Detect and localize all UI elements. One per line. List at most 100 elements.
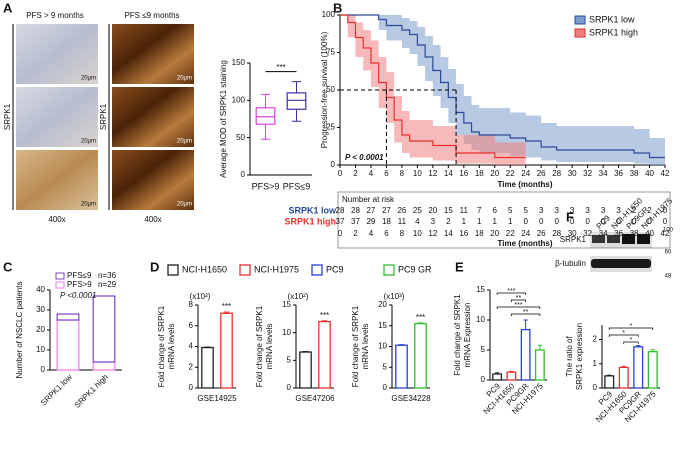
- x-tick-label: 22: [506, 169, 515, 178]
- panel-label: E: [455, 259, 464, 274]
- y-tick-label: 10: [378, 342, 387, 351]
- risk-value: 0: [585, 217, 590, 226]
- scale-bar: 20μm: [81, 76, 96, 82]
- risk-value: 29: [366, 217, 375, 226]
- legend-label: SRPK1 high: [589, 27, 638, 37]
- y-tick-label: 0: [593, 383, 598, 392]
- risk-value: 1: [462, 217, 467, 226]
- bar: [506, 371, 517, 381]
- scale-bars: 20μm 20μm 20μm 20μm 20μm 20μm: [81, 76, 192, 208]
- y-tick-label: 50: [326, 85, 335, 94]
- x-tick-label: 2: [353, 169, 358, 178]
- x-axis-label: GSE47206: [295, 394, 335, 403]
- survival-line: [340, 14, 526, 159]
- risk-x-tick-label: 24: [521, 229, 530, 238]
- legend-label: NCI-H1650: [182, 264, 227, 274]
- legend-swatch: [383, 264, 395, 276]
- y-axis-label: Fold change of SRPK1: [453, 294, 462, 376]
- blot-band: [622, 234, 635, 244]
- marker-label: 100: [663, 228, 674, 234]
- sig-bracket: [608, 327, 654, 330]
- y-tick-label: 0: [189, 383, 194, 392]
- box: [286, 92, 307, 110]
- legend-label: PC9 GR: [398, 264, 432, 274]
- risk-value: 3: [616, 206, 621, 215]
- marker-label: 48: [665, 274, 672, 280]
- risk-x-tick-label: 6: [384, 229, 389, 238]
- legend-n: n=29: [98, 280, 117, 289]
- scale-label: (x10²): [288, 292, 309, 301]
- x-tick-label: SRPK1 low: [39, 372, 74, 407]
- risk-value: 2: [647, 206, 652, 215]
- sig-bracket: [608, 334, 639, 337]
- risk-value: 11: [460, 206, 469, 215]
- y-tick-label: 0: [481, 375, 486, 384]
- x-tick-label: 0: [338, 169, 343, 178]
- risk-value: 0: [632, 217, 637, 226]
- blot-band: [592, 235, 605, 243]
- ci-band: [340, 15, 526, 165]
- y-axis-label: mRNA levels: [167, 324, 176, 370]
- y-tick-label: 25: [326, 123, 335, 132]
- risk-value: 0: [663, 206, 668, 215]
- bar: [534, 349, 545, 381]
- blot-band: [637, 234, 650, 244]
- legend-swatch: [574, 15, 586, 25]
- y-axis-label: Fold change of SRPK1: [255, 305, 264, 387]
- bar: [618, 366, 629, 389]
- y-tick-label: 40: [36, 285, 45, 294]
- x-tick-label: 36: [614, 169, 623, 178]
- column-header: PFS ≤9 months: [124, 11, 179, 20]
- bar: [633, 346, 644, 389]
- y-tick-label: 10: [476, 315, 485, 324]
- histology-image: [112, 150, 194, 210]
- panel-label: D: [150, 259, 159, 274]
- bar: [318, 320, 331, 389]
- risk-x-tick-label: 26: [537, 229, 546, 238]
- y-axis-label: The ratio of: [565, 335, 574, 376]
- sig-bracket: [511, 299, 526, 302]
- legend-label: PC9: [326, 264, 344, 274]
- histology-image: [112, 24, 194, 84]
- annotation: ***: [320, 311, 329, 320]
- blot-band: [591, 259, 651, 268]
- risk-value: 3: [554, 206, 559, 215]
- risk-x-tick-label: 10: [413, 229, 422, 238]
- annotation: ***: [222, 302, 231, 311]
- risk-x-tick-label: 0: [338, 229, 343, 238]
- marker-label: 60: [665, 250, 672, 256]
- risk-value: 5: [523, 206, 528, 215]
- y-tick-label: 5: [383, 362, 388, 371]
- x-tick-label: 4: [369, 169, 374, 178]
- risk-value: 1: [508, 217, 513, 226]
- scale-bar: 20μm: [81, 139, 96, 145]
- bar: [520, 328, 531, 381]
- legend-swatch: [55, 281, 65, 289]
- risk-x-tick-label: 32: [583, 229, 592, 238]
- risk-value: 0: [616, 217, 621, 226]
- risk-x-tick-label: 42: [661, 229, 670, 238]
- panel-label: A: [3, 0, 13, 15]
- y-tick-label: 4: [189, 342, 194, 351]
- risk-value: 5: [508, 206, 513, 215]
- bar: [604, 375, 615, 389]
- y-tick-label: 75: [326, 48, 335, 57]
- histology-image: [112, 87, 194, 147]
- y-axis-label: Number of NSCLC patients: [15, 282, 24, 379]
- bar-segment: [92, 361, 116, 371]
- panel-label: B: [333, 0, 342, 15]
- risk-title: Number at risk: [342, 195, 395, 204]
- y-axis-label: SRPK1 expression: [575, 323, 584, 390]
- y-tick-label: 1: [593, 359, 598, 368]
- x-axis-label: GSE34228: [391, 394, 431, 403]
- risk-value: 28: [351, 206, 360, 215]
- risk-x-tick-label: 38: [630, 229, 639, 238]
- risk-value: 3: [585, 206, 590, 215]
- annotation: P < 0.0001: [345, 153, 384, 162]
- risk-value: 3: [601, 206, 606, 215]
- risk-x-tick-label: 8: [400, 229, 405, 238]
- sig-bracket: [496, 292, 526, 295]
- x-tick-label: 20: [490, 169, 499, 178]
